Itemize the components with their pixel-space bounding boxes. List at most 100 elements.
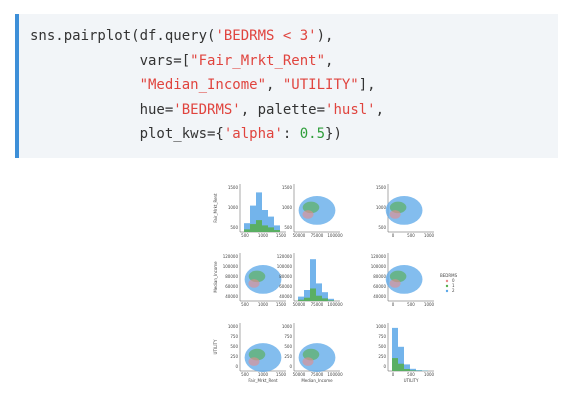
x-tick-label: 1500 (276, 302, 287, 307)
y-tick-label: 1500 (376, 185, 387, 190)
x-tick-label: 50000 (293, 372, 306, 377)
x-tick-label: 100000 (327, 233, 343, 238)
x-tick-label: 50000 (293, 233, 306, 238)
hist-bar (404, 364, 410, 371)
y-tick-label: 120000 (371, 254, 387, 259)
code-token: "UTILITY" (282, 77, 359, 94)
y-tick-label: 100000 (223, 264, 239, 269)
x-axis-label: UTILITY (404, 378, 419, 383)
y-tick-label: 1000 (228, 205, 239, 210)
code-line: hue='BEDRMS', palette='husl', (30, 98, 558, 123)
y-tick-label: 100000 (277, 264, 293, 269)
y-tick-label: 40000 (225, 294, 238, 299)
x-tick-label: 100000 (327, 302, 343, 307)
hist-bar (322, 298, 328, 301)
scatter-cloud (302, 357, 314, 366)
x-tick-label: 75000 (311, 302, 324, 307)
y-tick-label: 100000 (371, 264, 387, 269)
code-token: plot_kws={ (30, 126, 224, 143)
y-tick-label: 0 (235, 364, 238, 369)
hist-bar (304, 297, 310, 301)
code-block: sns.pairplot(df.query('BEDRMS < 3'), var… (15, 14, 558, 158)
x-axis-label: Median_Income (301, 378, 333, 383)
hist-bar (244, 229, 250, 232)
hist-bar (410, 370, 416, 371)
legend-label: 1 (452, 283, 455, 288)
code-token: }) (325, 126, 342, 143)
y-tick-label: 250 (230, 354, 238, 359)
y-tick-label: 60000 (279, 284, 292, 289)
scatter-cloud (389, 279, 401, 288)
x-tick-label: 1000 (258, 372, 269, 377)
y-tick-label: 80000 (225, 274, 238, 279)
y-tick-label: 1500 (228, 185, 239, 190)
y-tick-label: 60000 (373, 284, 386, 289)
hist-bar (398, 363, 404, 371)
y-tick-label: 500 (284, 225, 292, 230)
x-tick-label: 1000 (258, 233, 269, 238)
x-tick-label: 500 (407, 372, 415, 377)
x-tick-label: 0 (392, 233, 395, 238)
x-tick-label: 500 (407, 302, 415, 307)
x-tick-label: 0 (392, 302, 395, 307)
code-token: 'BEDRMS' (173, 101, 241, 118)
code-token: "Fair_Mrkt_Rent" (190, 52, 326, 69)
code-token: , (266, 77, 283, 94)
legend-marker (445, 279, 449, 283)
code-line: plot_kws={'alpha': 0.5}) (30, 122, 558, 147)
hist-bar (268, 227, 274, 232)
y-axis-label: Fair_Mrkt_Rent (213, 193, 218, 223)
hist-bar (398, 346, 404, 371)
hist-bar (262, 225, 268, 232)
hist-bar (322, 292, 328, 301)
code-token: sns.pairplot(df.query( (30, 28, 216, 44)
y-tick-label: 120000 (277, 254, 293, 259)
legend-marker (445, 284, 449, 288)
code-token: : (282, 126, 300, 143)
code-token: 'BEDRMS < 3' (215, 28, 317, 44)
y-tick-label: 0 (383, 364, 386, 369)
x-tick-label: 500 (241, 302, 249, 307)
y-tick-label: 40000 (373, 294, 386, 299)
x-tick-label: 500 (241, 372, 249, 377)
legend-title: BEDRMS (440, 273, 458, 278)
code-token: vars=[ (30, 52, 191, 69)
y-tick-label: 750 (378, 334, 386, 339)
y-tick-label: 80000 (373, 274, 386, 279)
y-tick-label: 250 (378, 354, 386, 359)
code-line: sns.pairplot(df.query('BEDRMS < 3'), (30, 24, 558, 49)
y-tick-label: 1500 (282, 185, 293, 190)
code-token: ), (316, 28, 334, 44)
y-tick-label: 60000 (225, 284, 238, 289)
code-token: 0.5 (299, 126, 326, 143)
hist-bar (392, 358, 398, 371)
scatter-cloud (302, 210, 314, 219)
x-tick-label: 0 (392, 372, 395, 377)
y-tick-label: 1000 (282, 205, 293, 210)
hist-bar (268, 216, 274, 232)
x-tick-label: 1500 (276, 233, 287, 238)
hist-bar (256, 192, 262, 232)
hist-bar (310, 288, 316, 301)
x-tick-label: 50000 (293, 302, 306, 307)
legend-label: 2 (452, 288, 455, 293)
code-token: ], (358, 77, 376, 94)
code-token: 'alpha' (223, 126, 283, 143)
code-token: , (375, 101, 385, 118)
hist-bar (410, 368, 416, 371)
y-tick-label: 80000 (279, 274, 292, 279)
x-tick-label: 1500 (276, 372, 287, 377)
y-tick-label: 1000 (376, 205, 387, 210)
legend-marker (445, 289, 449, 293)
hist-bar (310, 259, 316, 301)
hist-bar (244, 223, 250, 232)
hist-bar (404, 369, 410, 371)
x-tick-label: 75000 (311, 233, 324, 238)
hist-bar (274, 230, 280, 232)
x-tick-label: 1000 (424, 372, 435, 377)
hist-bar (328, 298, 334, 301)
x-tick-label: 1000 (424, 302, 435, 307)
y-tick-label: 500 (378, 225, 386, 230)
